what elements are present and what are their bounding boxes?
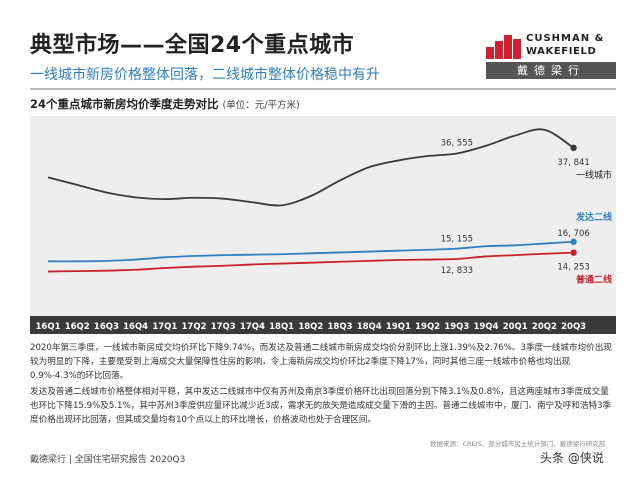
chart-title-text: 24个重点城市新房均价季度走势对比 <box>30 97 219 111</box>
data-point <box>570 144 577 152</box>
page-title: 典型市场——全国24个重点城市 <box>30 33 355 58</box>
x-tick-label: 18Q1 <box>269 322 294 332</box>
x-tick-label: 17Q3 <box>211 322 236 332</box>
page-subtitle: 一线城市新房价格整体回落，二线城市整体价格稳中有升 <box>30 67 380 83</box>
x-tick-label: 16Q1 <box>36 322 61 332</box>
data-source: 数据来源：CREIS、部分城市房土统计部门、戴德梁行研究部 <box>430 440 606 448</box>
data-point <box>570 238 577 245</box>
chart-plot-area <box>30 116 616 334</box>
x-tick-label: 18Q2 <box>298 322 323 332</box>
x-tick-label: 19Q2 <box>415 322 440 332</box>
logo-text-line2: WAKEFIELD <box>526 46 597 57</box>
x-tick-label: 19Q1 <box>386 322 411 332</box>
chart-unit: (单位：元/平方米) <box>222 100 300 111</box>
x-axis-band <box>30 316 616 334</box>
x-tick-label: 17Q4 <box>240 322 265 332</box>
watermark: 头条 @侠说 <box>540 451 604 465</box>
data-label: 37, 841 <box>557 158 589 168</box>
data-label: 14, 253 <box>557 263 589 273</box>
company-logo: CUSHMAN & WAKEFIELD 戴德梁行 <box>486 33 616 79</box>
series-name-label: 普通二线 <box>576 274 612 286</box>
x-tick-label: 16Q4 <box>123 322 148 332</box>
data-label: 36, 555 <box>441 139 473 149</box>
x-tick-label: 20Q3 <box>561 322 586 332</box>
analysis-paragraph-2: 发达及普通二线城市价格整体相对平稳，其中发达二线城市中仅有苏州及南京3季度价格环… <box>30 387 612 426</box>
x-tick-label: 20Q1 <box>503 322 528 332</box>
logo-bars-icon <box>486 33 522 59</box>
x-tick-label: 16Q2 <box>65 322 90 332</box>
x-tick-label: 19Q3 <box>444 322 469 332</box>
header-divider <box>30 88 616 90</box>
x-tick-label: 18Q4 <box>357 322 382 332</box>
report-footer: 戴德梁行 | 全国住宅研究报告 2020Q3 <box>30 455 186 465</box>
series-line-2 <box>47 251 574 273</box>
data-label: 12, 833 <box>441 266 473 276</box>
data-label: 16, 706 <box>557 229 589 239</box>
data-label: 15, 155 <box>441 235 473 245</box>
chart-title: 24个重点城市新房均价季度走势对比 (单位：元/平方米) <box>30 96 300 112</box>
x-tick-label: 17Q2 <box>182 322 207 332</box>
logo-chinese-name: 戴德梁行 <box>486 62 616 79</box>
x-tick-label: 16Q3 <box>94 322 119 332</box>
line-chart: 16Q1 16Q2 16Q3 16Q4 17Q1 17Q2 17Q3 17Q4 18Q1 18Q2… <box>36 128 612 332</box>
logo-text-line1: CUSHMAN & <box>526 33 605 44</box>
series-line-0 <box>47 128 575 207</box>
series-name-label: 发达二线 <box>575 211 612 223</box>
series-line-1 <box>47 240 574 263</box>
series-name-label: 一线城市 <box>576 169 612 181</box>
x-tick-label: 17Q1 <box>152 322 177 332</box>
x-tick-label: 19Q4 <box>474 322 499 332</box>
analysis-paragraph-1: 2020年第三季度，一线城市新房成交均价环比下降9.74%，而发达及普通二线城市… <box>30 343 612 382</box>
x-tick-label: 18Q3 <box>328 322 353 332</box>
data-point <box>570 249 577 256</box>
x-tick-label: 20Q2 <box>532 322 557 332</box>
